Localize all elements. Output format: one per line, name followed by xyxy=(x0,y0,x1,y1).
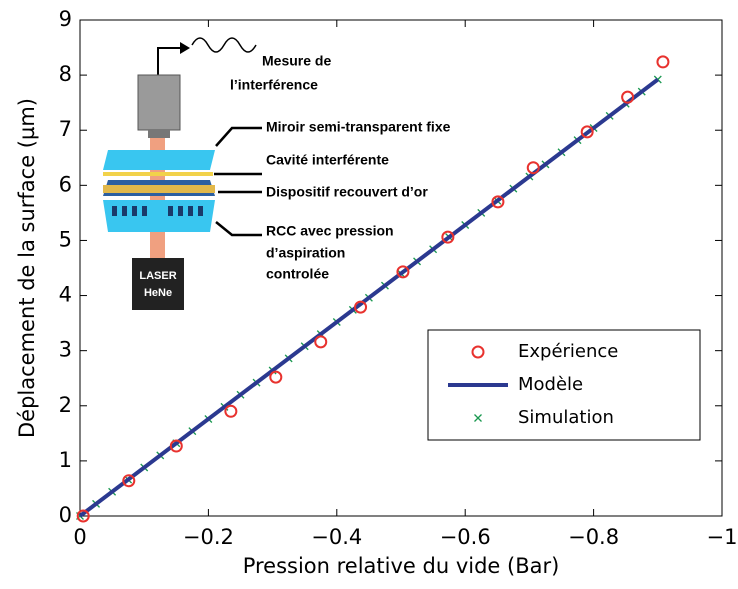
legend-swatch xyxy=(474,414,482,422)
annotation: Mesure de xyxy=(262,53,331,69)
point xyxy=(224,404,238,418)
annotation: Dispositif recouvert d’or xyxy=(266,184,428,200)
point xyxy=(354,300,368,314)
y-tick-label: 3 xyxy=(59,338,72,362)
x-tick-label: −1 xyxy=(707,525,738,549)
y-tick-label: 4 xyxy=(59,283,72,307)
y-tick-label: 9 xyxy=(59,7,72,31)
y-tick-label: 8 xyxy=(59,62,72,86)
x-tick-label: −0.6 xyxy=(440,525,491,549)
annotation: HeNe xyxy=(144,287,172,299)
x-tick-label: −0.8 xyxy=(568,525,619,549)
point xyxy=(76,509,90,523)
x-tick-label: 0 xyxy=(73,525,86,549)
y-tick-label: 2 xyxy=(59,393,72,417)
y-tick-label: 6 xyxy=(59,172,72,196)
point xyxy=(441,230,455,244)
annotation: RCC avec pression xyxy=(266,223,394,239)
point xyxy=(621,90,635,104)
annotation: LASER xyxy=(139,270,176,282)
line xyxy=(78,77,660,518)
x-axis-label: Pression relative du vide (Bar) xyxy=(243,554,560,578)
point xyxy=(580,125,594,139)
y-tick-label: 5 xyxy=(59,227,72,251)
point xyxy=(526,161,540,175)
axes-frame xyxy=(79,19,723,517)
y-tick-label: 0 xyxy=(59,503,72,527)
inset-diagram xyxy=(103,37,262,310)
y-axis-label: Déplacement de la surface (µm) xyxy=(15,98,39,438)
point xyxy=(396,265,410,279)
y-tick-label: 1 xyxy=(59,448,72,472)
point xyxy=(491,195,505,209)
annotation: l’interférence xyxy=(230,77,318,93)
legend-label: Simulation xyxy=(518,407,614,428)
legend-label: Expérience xyxy=(518,341,618,362)
annotation: controlée xyxy=(266,266,329,282)
annotation: Cavité interférente xyxy=(266,152,389,168)
point xyxy=(122,474,136,488)
x-tick-label: −0.2 xyxy=(183,525,234,549)
annotation: d’aspiration xyxy=(266,245,345,261)
point xyxy=(269,370,283,384)
legend-swatch xyxy=(471,345,485,359)
point xyxy=(169,439,183,453)
y-tick-label: 7 xyxy=(59,117,72,141)
point xyxy=(314,335,328,349)
legend-label: Modèle xyxy=(518,374,583,395)
x-tick-label: −0.4 xyxy=(311,525,362,549)
point xyxy=(656,55,670,69)
annotation: Miroir semi-transparent fixe xyxy=(266,119,451,135)
